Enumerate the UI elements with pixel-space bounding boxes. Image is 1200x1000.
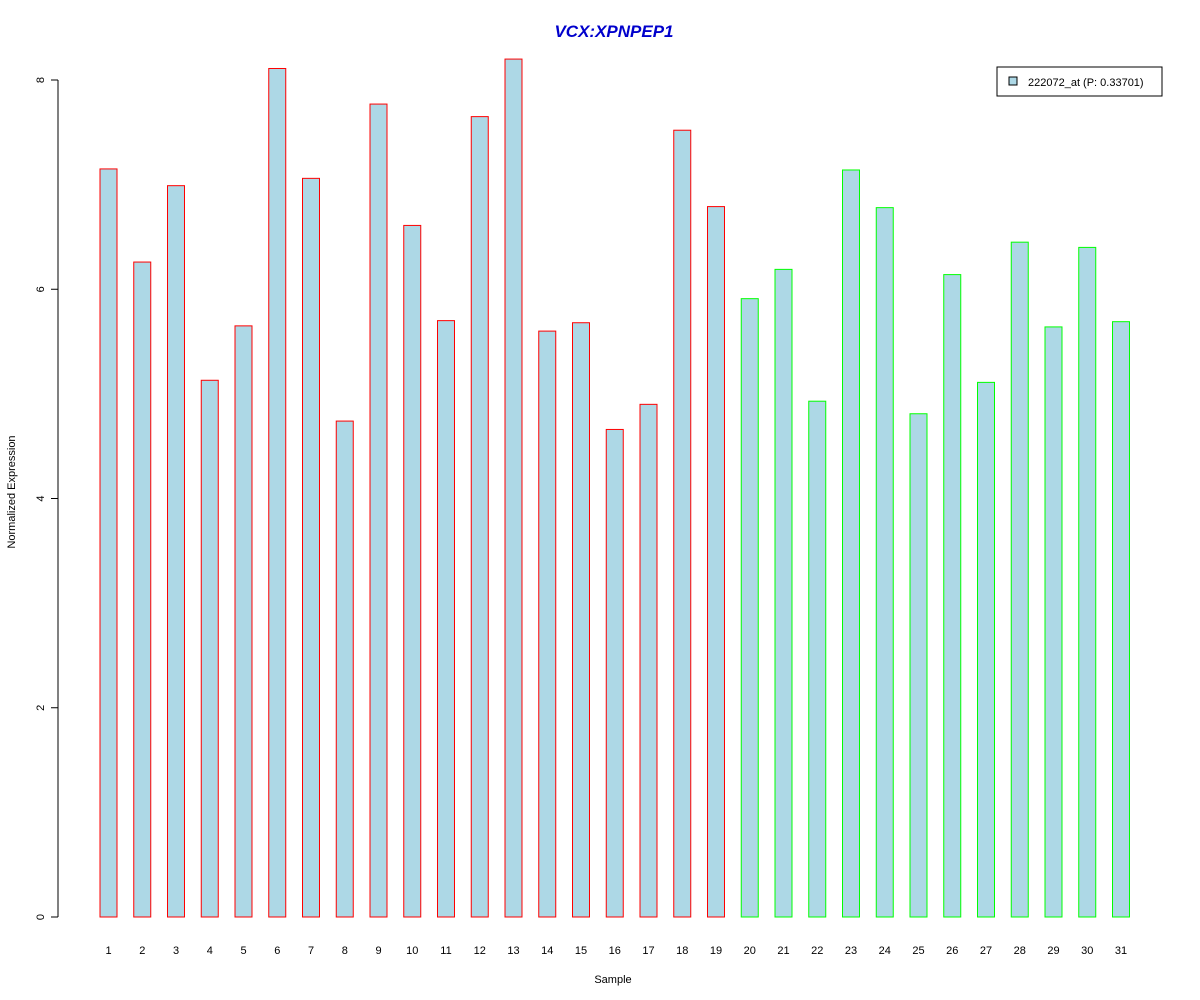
y-tick-label: 0 (35, 914, 47, 920)
bar-sample-10 (403, 224, 422, 918)
chart-title: VCX:XPNPEP1 (554, 22, 673, 41)
bar-sample-28 (1010, 241, 1029, 918)
bar-sample-29 (1044, 326, 1063, 918)
bar-sample-11 (437, 320, 455, 918)
y-tick-label: 4 (35, 495, 47, 501)
x-tick-label: 11 (440, 945, 451, 957)
x-tick-label: 27 (980, 945, 992, 957)
x-tick-label: 25 (912, 945, 924, 957)
bar-sample-20 (740, 298, 759, 918)
x-tick-label: 22 (811, 945, 823, 957)
y-axis: 0 2 4 6 8 (35, 77, 59, 920)
y-axis-label: Normalized Expression (6, 435, 18, 548)
x-tick-label: 4 (207, 945, 213, 957)
y-tick-label: 8 (35, 77, 47, 83)
x-tick-label: 20 (744, 945, 756, 957)
x-tick-label: 7 (308, 945, 314, 957)
x-tick-label: 16 (609, 945, 621, 957)
x-tick-label: 31 (1115, 945, 1127, 957)
bar-sample-31 (1112, 321, 1130, 918)
bar-sample-5 (234, 325, 253, 918)
bar-sample-14 (538, 330, 557, 918)
y-tick-label: 6 (35, 286, 47, 292)
x-tick-label: 19 (710, 945, 722, 957)
x-tick-label: 5 (240, 945, 246, 957)
bar-sample-22 (808, 400, 827, 918)
x-tick-label: 21 (777, 945, 789, 957)
bar-sample-3 (167, 185, 185, 918)
x-tick-label: 2 (139, 945, 145, 957)
legend-label: 222072_at (P: 0.33701) (1028, 77, 1144, 89)
x-tick-label: 12 (474, 945, 486, 957)
bar-sample-7 (302, 177, 320, 918)
bar-sample-27 (977, 381, 995, 918)
legend-box (996, 66, 1163, 97)
bar-sample-30 (1078, 246, 1097, 918)
bar-sample-24 (875, 207, 894, 918)
bar-sample-17 (639, 403, 658, 918)
bar-sample-12 (470, 116, 489, 918)
bar-sample-25 (909, 413, 928, 918)
x-tick-label: 14 (541, 945, 553, 957)
x-tick-label: 15 (575, 945, 587, 957)
x-tick-label: 13 (507, 945, 519, 957)
legend-swatch (1008, 76, 1018, 86)
bar-sample-19 (707, 206, 725, 918)
bar-sample-26 (943, 274, 962, 918)
bar-sample-18 (673, 129, 692, 918)
bar-sample-16 (605, 428, 624, 918)
bar-sample-15 (572, 322, 590, 918)
x-tick-label: 29 (1047, 945, 1059, 957)
x-tick-label: 8 (342, 945, 348, 957)
x-tick-label: 26 (946, 945, 958, 957)
bar-sample-2 (133, 261, 152, 918)
x-tick-label: 9 (375, 945, 381, 957)
y-tick-label: 2 (35, 705, 47, 711)
x-tick-label: 18 (676, 945, 688, 957)
bar-sample-21 (774, 268, 793, 918)
x-tick-label: 3 (173, 945, 179, 957)
bar-sample-4 (200, 379, 219, 918)
x-tick-label: 17 (642, 945, 654, 957)
bar-sample-1 (99, 168, 118, 918)
bar-sample-13 (504, 58, 523, 918)
bar-sample-6 (268, 67, 287, 918)
x-tick-label: 28 (1014, 945, 1026, 957)
x-tick-label: 1 (105, 945, 111, 957)
legend: 222072_at (P: 0.33701) (996, 66, 1163, 97)
x-tick-label: 30 (1081, 945, 1093, 957)
x-tick-label: 10 (406, 945, 418, 957)
x-tick-label: 23 (845, 945, 857, 957)
x-tick-label: 6 (274, 945, 280, 957)
bars-group (99, 58, 1130, 918)
x-tick-labels: 1 2 3 4 5 6 7 8 9 10 11 12 13 14 15 16 17 18 19 20 21 22 23 24 2… (105, 945, 1127, 957)
x-axis-label: Sample (594, 974, 631, 986)
bar-sample-9 (369, 103, 388, 918)
bar-sample-8 (335, 420, 354, 918)
bar-sample-23 (842, 169, 860, 918)
x-tick-label: 24 (879, 945, 891, 957)
